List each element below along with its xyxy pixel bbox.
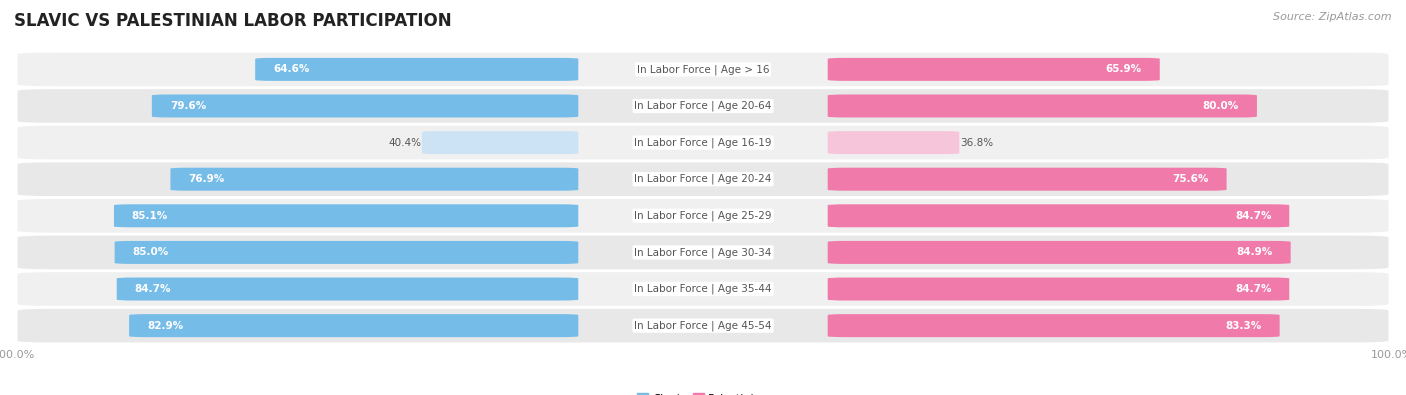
Text: In Labor Force | Age > 16: In Labor Force | Age > 16 (637, 64, 769, 75)
Text: 65.9%: 65.9% (1105, 64, 1142, 74)
FancyBboxPatch shape (17, 162, 1389, 196)
FancyBboxPatch shape (828, 131, 959, 154)
FancyBboxPatch shape (828, 204, 1289, 227)
Text: In Labor Force | Age 20-64: In Labor Force | Age 20-64 (634, 101, 772, 111)
FancyBboxPatch shape (17, 309, 1389, 342)
FancyBboxPatch shape (828, 314, 1279, 337)
FancyBboxPatch shape (115, 241, 578, 264)
Text: In Labor Force | Age 30-34: In Labor Force | Age 30-34 (634, 247, 772, 258)
FancyBboxPatch shape (117, 278, 578, 301)
Text: 64.6%: 64.6% (273, 64, 309, 74)
Text: 82.9%: 82.9% (148, 321, 183, 331)
Text: 84.9%: 84.9% (1236, 247, 1272, 258)
FancyBboxPatch shape (828, 168, 1226, 191)
FancyBboxPatch shape (828, 278, 1289, 301)
FancyBboxPatch shape (17, 53, 1389, 86)
Text: 80.0%: 80.0% (1202, 101, 1239, 111)
FancyBboxPatch shape (17, 126, 1389, 160)
Text: 40.4%: 40.4% (388, 137, 422, 148)
FancyBboxPatch shape (170, 168, 578, 191)
FancyBboxPatch shape (152, 94, 578, 117)
Text: In Labor Force | Age 35-44: In Labor Force | Age 35-44 (634, 284, 772, 294)
Text: In Labor Force | Age 16-19: In Labor Force | Age 16-19 (634, 137, 772, 148)
FancyBboxPatch shape (17, 235, 1389, 269)
Text: In Labor Force | Age 20-24: In Labor Force | Age 20-24 (634, 174, 772, 184)
Text: In Labor Force | Age 25-29: In Labor Force | Age 25-29 (634, 211, 772, 221)
Text: 85.1%: 85.1% (132, 211, 169, 221)
Text: 84.7%: 84.7% (135, 284, 172, 294)
FancyBboxPatch shape (828, 94, 1257, 117)
Text: 76.9%: 76.9% (188, 174, 225, 184)
FancyBboxPatch shape (129, 314, 578, 337)
Text: 84.7%: 84.7% (1234, 284, 1271, 294)
Text: 79.6%: 79.6% (170, 101, 207, 111)
Legend: Slavic, Palestinian: Slavic, Palestinian (633, 389, 773, 395)
FancyBboxPatch shape (17, 89, 1389, 123)
FancyBboxPatch shape (256, 58, 578, 81)
Text: SLAVIC VS PALESTINIAN LABOR PARTICIPATION: SLAVIC VS PALESTINIAN LABOR PARTICIPATIO… (14, 12, 451, 30)
Text: In Labor Force | Age 45-54: In Labor Force | Age 45-54 (634, 320, 772, 331)
Text: 84.7%: 84.7% (1234, 211, 1271, 221)
FancyBboxPatch shape (422, 131, 578, 154)
FancyBboxPatch shape (17, 272, 1389, 306)
Text: Source: ZipAtlas.com: Source: ZipAtlas.com (1274, 12, 1392, 22)
Text: 36.8%: 36.8% (960, 137, 993, 148)
Text: 83.3%: 83.3% (1226, 321, 1261, 331)
Text: 75.6%: 75.6% (1173, 174, 1209, 184)
FancyBboxPatch shape (114, 204, 578, 227)
FancyBboxPatch shape (828, 58, 1160, 81)
Text: 85.0%: 85.0% (132, 247, 169, 258)
FancyBboxPatch shape (828, 241, 1291, 264)
FancyBboxPatch shape (17, 199, 1389, 233)
